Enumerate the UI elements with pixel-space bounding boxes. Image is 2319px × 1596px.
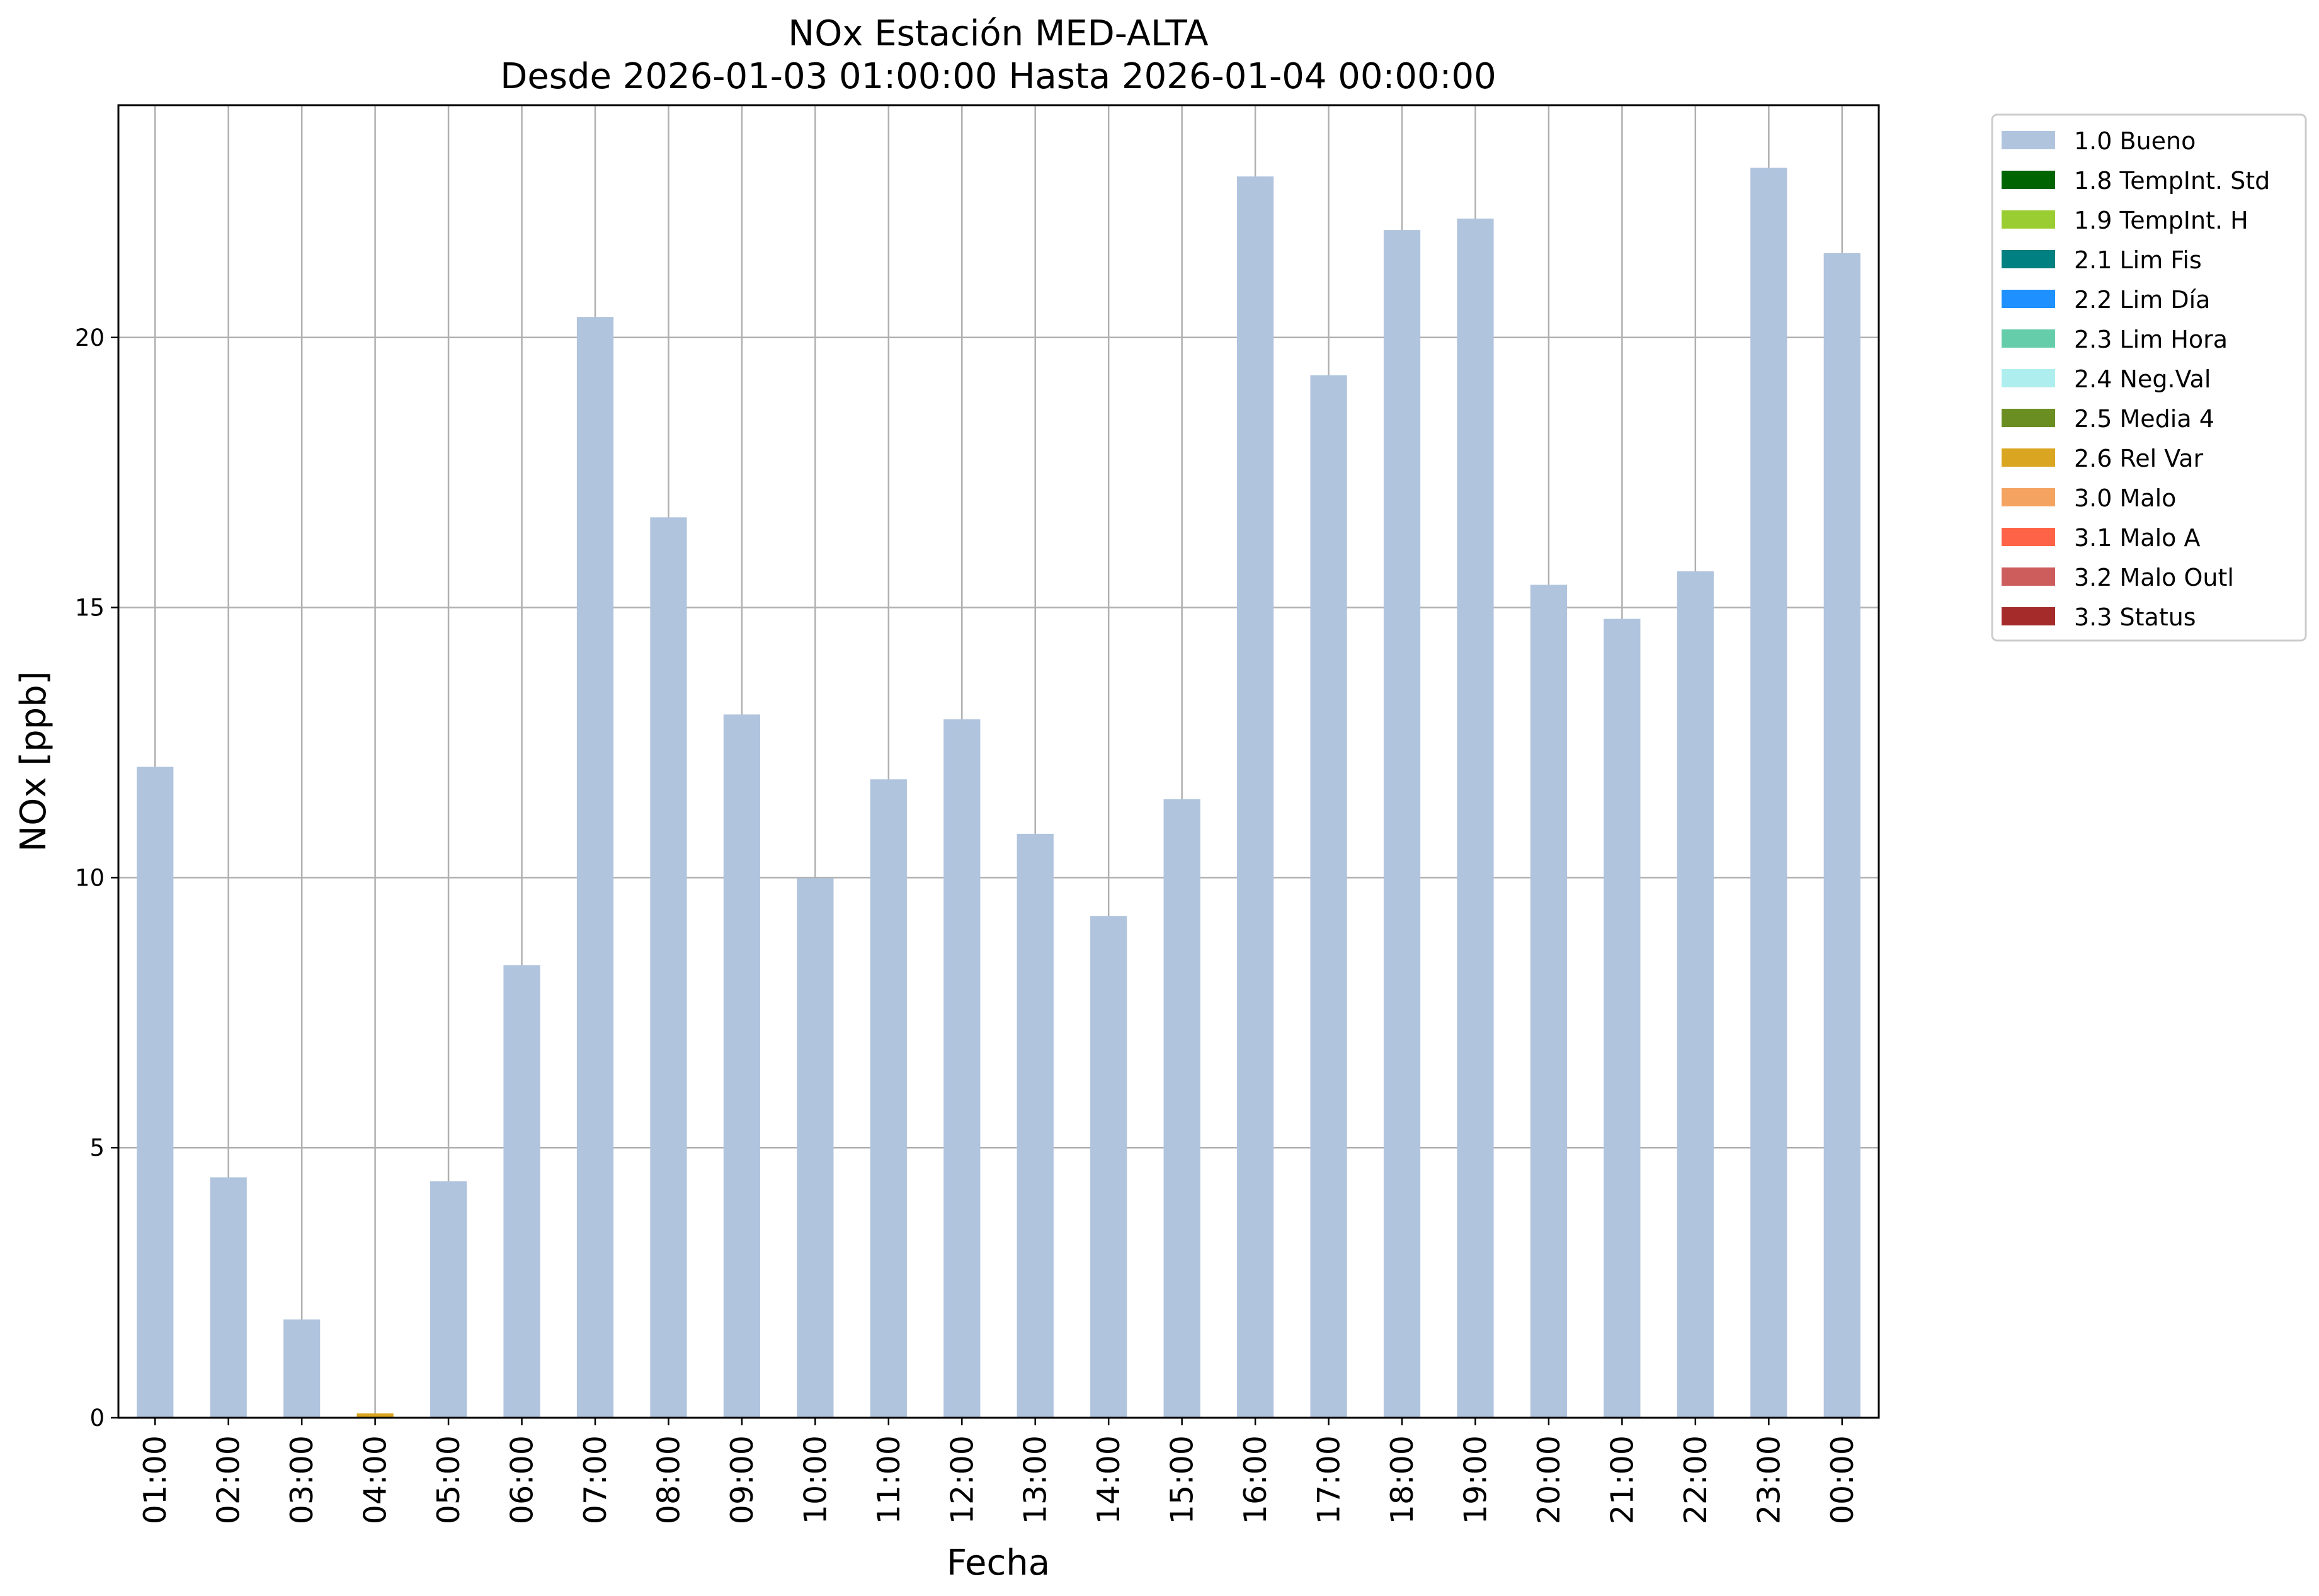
legend-entry-label: 1.9 TempInt. H	[2074, 207, 2248, 234]
x-tick-label: 01:00	[137, 1435, 173, 1524]
x-tick-label: 18:00	[1384, 1435, 1420, 1524]
x-tick-label: 21:00	[1604, 1435, 1640, 1524]
bar	[1310, 375, 1347, 1418]
bar	[797, 878, 834, 1418]
chart-title-line1: NOx Estación MED-ALTA	[788, 13, 1208, 54]
bar	[576, 317, 614, 1418]
y-tick-label: 5	[89, 1134, 105, 1161]
legend-entry-label: 2.2 Lim Día	[2074, 286, 2210, 314]
bar	[1457, 219, 1494, 1418]
bar	[1236, 176, 1274, 1418]
x-tick-label: 23:00	[1751, 1435, 1787, 1524]
y-tick-label: 20	[75, 324, 105, 351]
legend-entry-label: 1.0 Bueno	[2074, 127, 2196, 155]
x-tick-label: 03:00	[284, 1435, 320, 1524]
bar	[1823, 253, 1860, 1418]
x-tick-label: 20:00	[1531, 1435, 1567, 1524]
bar	[1604, 618, 1641, 1418]
legend-entry-label: 3.0 Malo	[2074, 484, 2176, 512]
legend-swatch	[2002, 329, 2055, 348]
bar	[870, 779, 907, 1418]
x-tick-label: 02:00	[211, 1435, 247, 1524]
x-tick-label: 19:00	[1457, 1435, 1493, 1524]
y-axis-ticks: 0 5 10 15 20	[75, 324, 118, 1432]
x-tick-label: 12:00	[944, 1435, 980, 1524]
legend-entry-label: 3.3 Status	[2074, 603, 2196, 631]
bar	[1750, 168, 1787, 1418]
legend-entry-label: 1.8 TempInt. Std	[2074, 167, 2270, 195]
y-tick-label: 15	[75, 595, 105, 622]
x-tick-label: 13:00	[1018, 1435, 1054, 1524]
bar	[210, 1177, 247, 1418]
legend-swatch	[2002, 567, 2055, 586]
legend-swatch	[2002, 131, 2055, 149]
x-tick-label: 00:00	[1825, 1435, 1860, 1524]
bar	[1017, 833, 1054, 1418]
bar	[943, 719, 981, 1418]
bar	[1383, 230, 1421, 1418]
x-tick-label: 08:00	[651, 1435, 687, 1524]
bar	[723, 714, 761, 1418]
y-axis-label: NOx [ppb]	[13, 671, 54, 852]
legend-swatch	[2002, 171, 2055, 189]
x-tick-label: 17:00	[1311, 1435, 1347, 1524]
x-tick-label: 22:00	[1678, 1435, 1714, 1524]
x-tick-label: 07:00	[578, 1435, 613, 1524]
bar	[1530, 584, 1568, 1418]
legend-swatch	[2002, 607, 2055, 625]
x-axis-ticks: 01:00 02:00 03:00 04:00 05:00 06:00 07:00 08:00…	[137, 1418, 1860, 1524]
legend-swatch	[2002, 528, 2055, 546]
x-tick-label: 15:00	[1165, 1435, 1200, 1524]
legend-swatch	[2002, 290, 2055, 308]
plot-area-frame	[117, 104, 1880, 1419]
x-tick-label: 04:00	[358, 1435, 394, 1524]
bar	[1163, 799, 1200, 1418]
x-tick-label: 11:00	[871, 1435, 907, 1524]
legend-entry-label: 2.4 Neg.Val	[2074, 365, 2211, 393]
x-tick-label: 09:00	[724, 1435, 760, 1524]
x-axis-label: Fecha	[947, 1542, 1050, 1583]
bar	[650, 517, 687, 1418]
legend-entry-label: 2.5 Media 4	[2074, 405, 2214, 433]
bar	[356, 1413, 394, 1418]
legend-swatch	[2002, 448, 2055, 467]
bar	[137, 767, 174, 1418]
x-tick-label: 10:00	[797, 1435, 833, 1524]
legend-swatch	[2002, 250, 2055, 268]
y-tick-label: 0	[89, 1405, 105, 1432]
legend-entry-label: 3.1 Malo A	[2074, 524, 2200, 552]
bar	[430, 1181, 467, 1418]
legend-entry-label: 3.2 Malo Outl	[2074, 564, 2234, 591]
x-tick-label: 14:00	[1091, 1435, 1127, 1524]
legend-swatch	[2002, 210, 2055, 229]
x-tick-label: 06:00	[504, 1435, 540, 1524]
bars	[137, 168, 1860, 1418]
x-tick-label: 05:00	[431, 1435, 467, 1524]
bar	[1090, 916, 1127, 1418]
legend-frame	[1991, 113, 2307, 642]
bar	[1677, 571, 1714, 1418]
legend-entry-label: 2.6 Rel Var	[2074, 445, 2204, 472]
legend-swatch	[2002, 369, 2055, 387]
legend-entry-label: 2.3 Lim Hora	[2074, 326, 2228, 353]
legend-swatch	[2002, 488, 2055, 506]
y-tick-label: 10	[75, 864, 105, 891]
legend-entry-label: 2.1 Lim Fis	[2074, 246, 2202, 274]
bar	[503, 965, 540, 1418]
legend-swatch	[2002, 409, 2055, 427]
bar	[283, 1319, 321, 1418]
legend: 1.0 Bueno 1.8 TempInt. Std 1.9 TempInt. H 2…	[1991, 113, 2307, 642]
x-tick-label: 16:00	[1238, 1435, 1273, 1524]
chart-title-line2: Desde 2026-01-03 01:00:00 Hasta 2026-01-…	[500, 56, 1496, 97]
